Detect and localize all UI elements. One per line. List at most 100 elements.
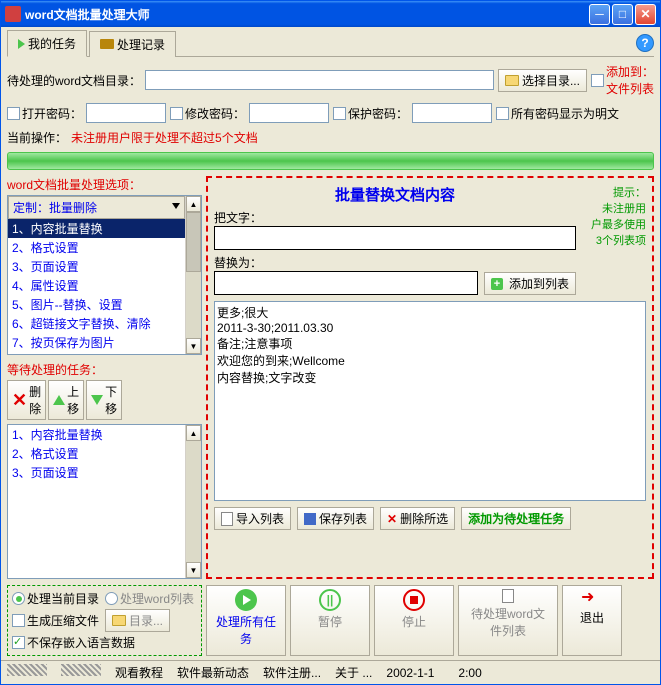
protect-pwd-input[interactable] (412, 103, 492, 123)
options-dropdown-header[interactable]: 定制：批量删除 (8, 196, 185, 219)
maximize-button[interactable]: □ (612, 4, 633, 25)
btn-label: 删除所选 (400, 510, 448, 527)
open-pwd-checkbox[interactable]: 打开密码： (7, 105, 82, 122)
tab-history[interactable]: 处理记录 (89, 31, 176, 57)
radio-label: 处理word列表 (120, 590, 194, 607)
add-to-list-button[interactable]: 添加到列表 (484, 272, 576, 295)
window-title: word文档批量处理大师 (25, 6, 589, 23)
move-down-button[interactable]: 下 移 (86, 380, 122, 420)
minimize-button[interactable]: ─ (589, 4, 610, 25)
tip-text: 提示： 未注册用 户最多使用 3个列表项 (576, 184, 646, 295)
wait-item[interactable]: 1、内容批量替换 (8, 425, 185, 444)
btn-label: 添加到列表 (509, 275, 569, 292)
pause-button[interactable]: || 暂停 (290, 585, 370, 656)
delete-selected-button[interactable]: ✕删除所选 (380, 507, 455, 530)
source-text-input[interactable] (214, 226, 576, 250)
exit-button[interactable]: 退出 (562, 585, 622, 656)
option-item[interactable]: 7、按页保存为图片 (8, 333, 185, 352)
checkbox-label: 不保存嵌入语言数据 (27, 634, 135, 651)
show-plain-checkbox[interactable]: 所有密码显示为明文 (496, 105, 619, 122)
scroll-up-button[interactable]: ▲ (186, 196, 201, 212)
x-icon: ✕ (387, 512, 397, 526)
open-pwd-input[interactable] (86, 103, 166, 123)
arrow-up-icon (53, 395, 65, 405)
dir-input[interactable] (145, 70, 494, 90)
field1-label: 把文字： (214, 209, 576, 226)
add-as-task-button[interactable]: 添加为待处理任务 (461, 507, 571, 530)
dir-label: 待处理的word文档目录： (7, 72, 141, 89)
progress-bar (7, 152, 654, 170)
option-item[interactable]: 5、图片--替换、设置 (8, 295, 185, 314)
x-icon: ✕ (12, 390, 27, 411)
btn-label: 添加为待处理任务 (468, 510, 564, 527)
stop-button[interactable]: 停止 (374, 585, 454, 656)
wait-item[interactable]: 3、页面设置 (8, 463, 185, 482)
exit-icon (583, 589, 601, 607)
save-list-button[interactable]: 保存列表 (297, 507, 374, 530)
protect-pwd-checkbox[interactable]: 保护密码： (333, 105, 408, 122)
status-about[interactable]: 关于 ... (335, 664, 372, 681)
delete-button[interactable]: ✕删 除 (7, 380, 46, 420)
btn-label: 选择目录... (522, 72, 580, 89)
tab-label: 处理记录 (117, 36, 165, 53)
field2-label: 替换为： (214, 254, 478, 271)
checkbox-label: 生成压缩文件 (27, 612, 99, 629)
briefcase-icon (100, 39, 114, 49)
tab-label: 我的任务 (28, 35, 76, 52)
option-item[interactable]: 6、超链接文字替换、清除 (8, 314, 185, 333)
wait-legend: 等待处理的任务： (7, 361, 202, 378)
status-tutorial[interactable]: 观看教程 (115, 664, 163, 681)
pause-icon: || (319, 589, 341, 611)
run-all-button[interactable]: 处理所有任务 (206, 585, 286, 656)
help-icon[interactable]: ? (636, 34, 654, 52)
scroll-down-button[interactable]: ▼ (186, 562, 201, 578)
wait-item[interactable]: 2、格式设置 (8, 444, 185, 463)
scrollbar[interactable]: ▲ ▼ (185, 425, 201, 578)
statusbar: 观看教程 软件最新动态 软件注册... 关于 ... 2002-1-1 2:00 (1, 660, 660, 684)
scrollbar[interactable]: ▲ ▼ (185, 196, 201, 354)
modify-pwd-input[interactable] (249, 103, 329, 123)
btn-label: 停止 (402, 613, 426, 630)
doc-icon (221, 512, 233, 526)
status-register[interactable]: 软件注册... (263, 664, 321, 681)
current-op-text: 未注册用户限于处理不超过5个文档 (71, 129, 258, 146)
play-icon (235, 589, 257, 611)
import-list-button[interactable]: 导入列表 (214, 507, 291, 530)
btn-label: 退出 (580, 609, 604, 626)
option-item[interactable]: 4、属性设置 (8, 276, 185, 295)
add-to-filelist-checkbox[interactable]: 添加到： 文件列表 (591, 63, 654, 97)
option-item[interactable]: 8、页眉--设置文字页眉 (8, 352, 185, 355)
option-item[interactable]: 1、内容批量替换 (8, 219, 185, 238)
replace-text-input[interactable] (214, 271, 478, 295)
checkbox-label: 保护密码： (348, 105, 408, 122)
tab-my-tasks[interactable]: 我的任务 (7, 30, 87, 57)
btn-label: 待处理word文 件列表 (471, 605, 545, 639)
scroll-up-button[interactable]: ▲ (186, 425, 201, 441)
replace-list-box[interactable]: 更多;很大 2011-3-30;2011.03.30 备注;注意事项 欢迎您的到… (214, 301, 646, 501)
move-up-button[interactable]: 上 移 (48, 380, 84, 420)
radio-label: 处理当前目录 (27, 590, 99, 607)
close-button[interactable]: ✕ (635, 4, 656, 25)
panel-title: 批量替换文档内容 (214, 184, 576, 205)
titlebar: word文档批量处理大师 ─ □ ✕ (1, 1, 660, 27)
process-current-dir-radio[interactable]: 处理当前目录 (12, 590, 99, 607)
scroll-down-button[interactable]: ▼ (186, 338, 201, 354)
process-word-list-radio[interactable]: 处理word列表 (105, 590, 194, 607)
modify-pwd-checkbox[interactable]: 修改密码： (170, 105, 245, 122)
options-legend: word文档批量处理选项： (7, 176, 202, 193)
checkbox-label: 所有密码显示为明文 (511, 105, 619, 122)
file-list-button[interactable]: 待处理word文 件列表 (458, 585, 558, 656)
status-news[interactable]: 软件最新动态 (177, 664, 249, 681)
btn-label: 目录... (129, 612, 163, 629)
scroll-thumb[interactable] (186, 212, 201, 272)
gen-zip-checkbox[interactable]: 生成压缩文件 (12, 609, 99, 632)
option-item[interactable]: 3、页面设置 (8, 257, 185, 276)
arrow-down-icon (91, 395, 103, 405)
app-icon (5, 6, 21, 22)
no-save-lang-checkbox[interactable]: 不保存嵌入语言数据 (12, 634, 197, 651)
btn-label: 处理所有任务 (213, 613, 279, 647)
dir-button[interactable]: 目录... (105, 609, 170, 632)
option-item[interactable]: 2、格式设置 (8, 238, 185, 257)
select-dir-button[interactable]: 选择目录... (498, 69, 587, 92)
btn-label: 暂停 (318, 613, 342, 630)
